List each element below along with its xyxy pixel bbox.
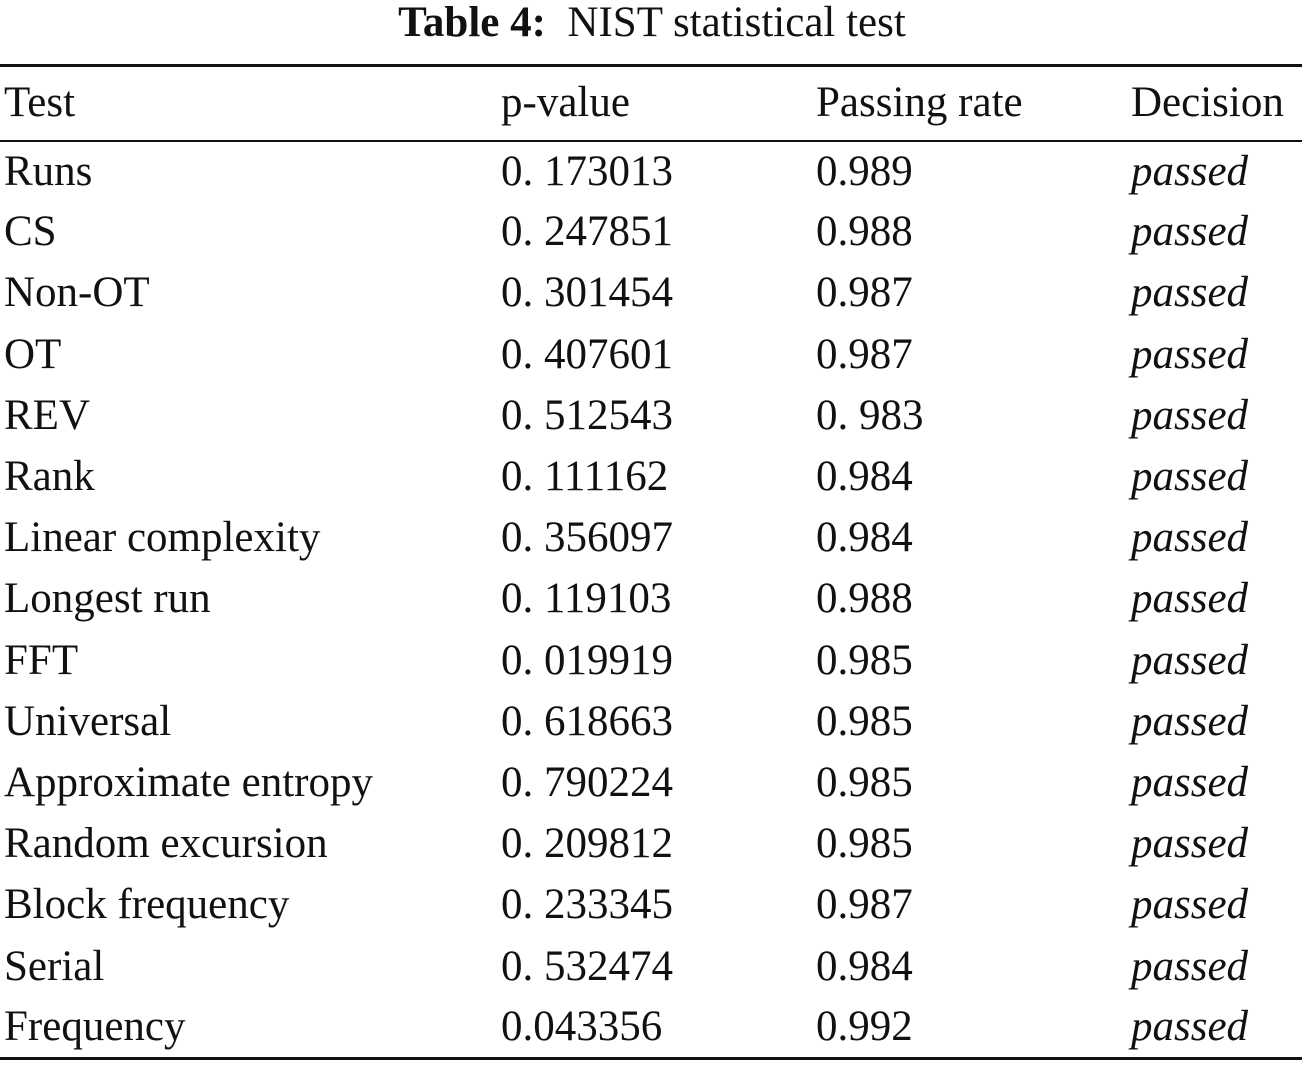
test-name-cell: Runs [4,147,93,195]
decision-cell: passed [1131,697,1249,745]
passing-rate-cell: 0.985 [816,636,913,684]
p-value-cell: 0. 019919 [501,636,673,684]
test-name-cell: REV [4,391,90,439]
decision-cell: passed [1131,208,1249,256]
test-name-cell: Random excursion [4,820,328,868]
table-body: Runs 0. 173013 0.989 passed CS 0. 247851 0.988… [0,141,1302,1059]
table-row: Block frequency 0. 233345 0.987 passed [0,875,1302,936]
table-row: OT 0. 407601 0.987 passed [0,324,1302,385]
decision-cell: passed [1131,942,1249,990]
p-value-cell: 0. 790224 [501,758,673,806]
test-name-cell: Serial [4,942,105,990]
p-value-cell: 0. 356097 [501,514,673,562]
table-row: Universal 0. 618663 0.985 passed [0,691,1302,752]
p-value-cell: 0. 618663 [501,697,673,745]
decision-cell: passed [1131,453,1249,501]
nist-results-table: Test p-value Passing rate Decision Runs 0… [0,64,1302,1060]
caption-title: NIST statistical test [567,0,906,46]
table-row: CS 0. 247851 0.988 passed [0,202,1302,263]
test-name-cell: Approximate entropy [4,758,373,806]
passing-rate-cell: 0.989 [816,147,913,195]
table-row: FFT 0. 019919 0.985 passed [0,630,1302,691]
p-value-cell: 0. 247851 [501,208,673,256]
p-value-cell: 0.043356 [501,1002,663,1050]
test-name-cell: Rank [4,453,95,501]
table-caption: Table 4: NIST statistical test [0,0,1304,48]
decision-cell: passed [1131,514,1249,562]
p-value-cell: 0. 119103 [501,575,672,623]
passing-rate-cell: 0.985 [816,820,913,868]
passing-rate-cell: 0.985 [816,697,913,745]
passing-rate-cell: 0.992 [816,1002,913,1050]
passing-rate-cell: 0.984 [816,453,913,501]
decision-cell: passed [1131,636,1249,684]
table-row: Runs 0. 173013 0.989 passed [0,141,1302,202]
table-row: Serial 0. 532474 0.984 passed [0,936,1302,997]
test-name-cell: Frequency [4,1002,186,1050]
p-value-cell: 0. 407601 [501,330,673,378]
decision-cell: passed [1131,147,1249,195]
header-decision: Decision [1131,79,1284,127]
table-row: Frequency 0.043356 0.992 passed [0,997,1302,1059]
passing-rate-cell: 0.988 [816,208,913,256]
test-name-cell: Non-OT [4,269,150,317]
table-row: Linear complexity 0. 356097 0.984 passed [0,508,1302,569]
table-row: Random excursion 0. 209812 0.985 passed [0,814,1302,875]
decision-cell: passed [1131,881,1249,929]
test-name-cell: Linear complexity [4,514,321,562]
passing-rate-cell: 0.985 [816,758,913,806]
test-name-cell: OT [4,330,62,378]
table-row: Longest run 0. 119103 0.988 passed [0,569,1302,630]
p-value-cell: 0. 301454 [501,269,673,317]
test-name-cell: Universal [4,697,172,745]
caption-label: Table 4: [398,0,546,46]
table-row: Approximate entropy 0. 790224 0.985 passed [0,752,1302,813]
header-test: Test [4,79,76,127]
decision-cell: passed [1131,758,1249,806]
decision-cell: passed [1131,820,1249,868]
passing-rate-cell: 0.984 [816,942,913,990]
decision-cell: passed [1131,1002,1249,1050]
header-passing-rate: Passing rate [816,79,1023,127]
decision-cell: passed [1131,391,1249,439]
decision-cell: passed [1131,575,1249,623]
test-name-cell: FFT [4,636,79,684]
test-name-cell: CS [4,208,57,256]
p-value-cell: 0. 173013 [501,147,673,195]
p-value-cell: 0. 209812 [501,820,673,868]
passing-rate-cell: 0. 983 [816,391,924,439]
passing-rate-cell: 0.987 [816,330,913,378]
table-row: Non-OT 0. 301454 0.987 passed [0,263,1302,324]
p-value-cell: 0. 111162 [501,453,669,501]
test-name-cell: Block frequency [4,881,290,929]
p-value-cell: 0. 532474 [501,942,673,990]
passing-rate-cell: 0.984 [816,514,913,562]
decision-cell: passed [1131,330,1249,378]
passing-rate-cell: 0.987 [816,269,913,317]
decision-cell: passed [1131,269,1249,317]
table-row: REV 0. 512543 0. 983 passed [0,385,1302,446]
header-p-value: p-value [501,79,630,127]
table-row: Rank 0. 111162 0.984 passed [0,446,1302,507]
header-row: Test p-value Passing rate Decision [0,65,1302,141]
p-value-cell: 0. 233345 [501,881,673,929]
test-name-cell: Longest run [4,575,211,623]
passing-rate-cell: 0.987 [816,881,913,929]
p-value-cell: 0. 512543 [501,391,673,439]
passing-rate-cell: 0.988 [816,575,913,623]
